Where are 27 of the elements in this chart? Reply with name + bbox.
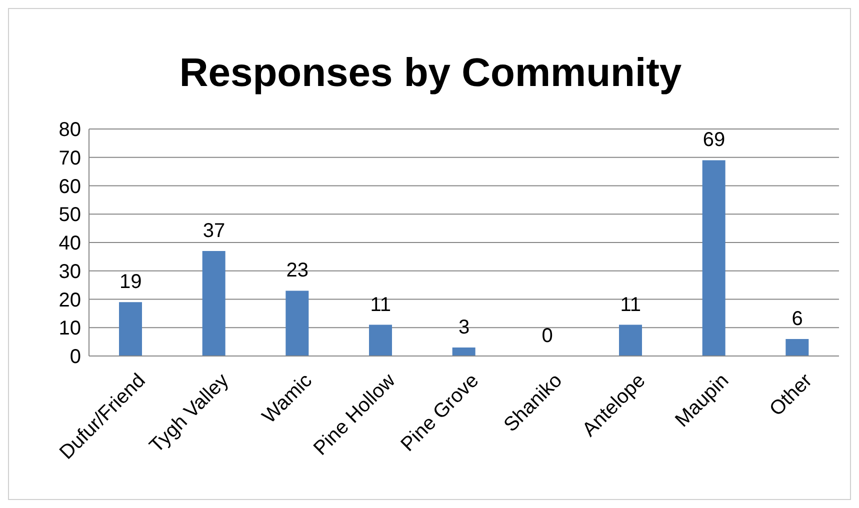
- y-tick-label: 80: [58, 119, 81, 142]
- bar: [286, 290, 309, 356]
- data-label: 11: [370, 294, 392, 316]
- data-label: 0: [542, 325, 553, 347]
- y-tick-label: 0: [70, 346, 81, 368]
- bar: [119, 302, 142, 356]
- data-label: 11: [620, 294, 642, 316]
- y-tick-label: 20: [58, 289, 81, 312]
- bar: [619, 324, 642, 356]
- y-tick-label: 70: [58, 147, 81, 170]
- data-label: 3: [458, 316, 470, 338]
- bar: [202, 251, 226, 356]
- bar: [369, 324, 392, 356]
- y-tick-label: 30: [58, 260, 81, 283]
- data-label: 37: [202, 220, 226, 242]
- y-tick-label: 50: [58, 204, 81, 226]
- data-label: 6: [792, 308, 803, 330]
- data-label: 19: [120, 271, 142, 294]
- y-tick-label: 40: [58, 232, 81, 255]
- chart-title: Responses by Community: [178, 51, 683, 96]
- y-tick-label: 10: [58, 318, 81, 340]
- bar: [702, 160, 726, 356]
- data-label: 69: [702, 129, 726, 152]
- bar: [786, 338, 809, 356]
- data-label: 23: [286, 260, 308, 282]
- y-tick-label: 60: [58, 176, 81, 198]
- bar: [452, 347, 476, 356]
